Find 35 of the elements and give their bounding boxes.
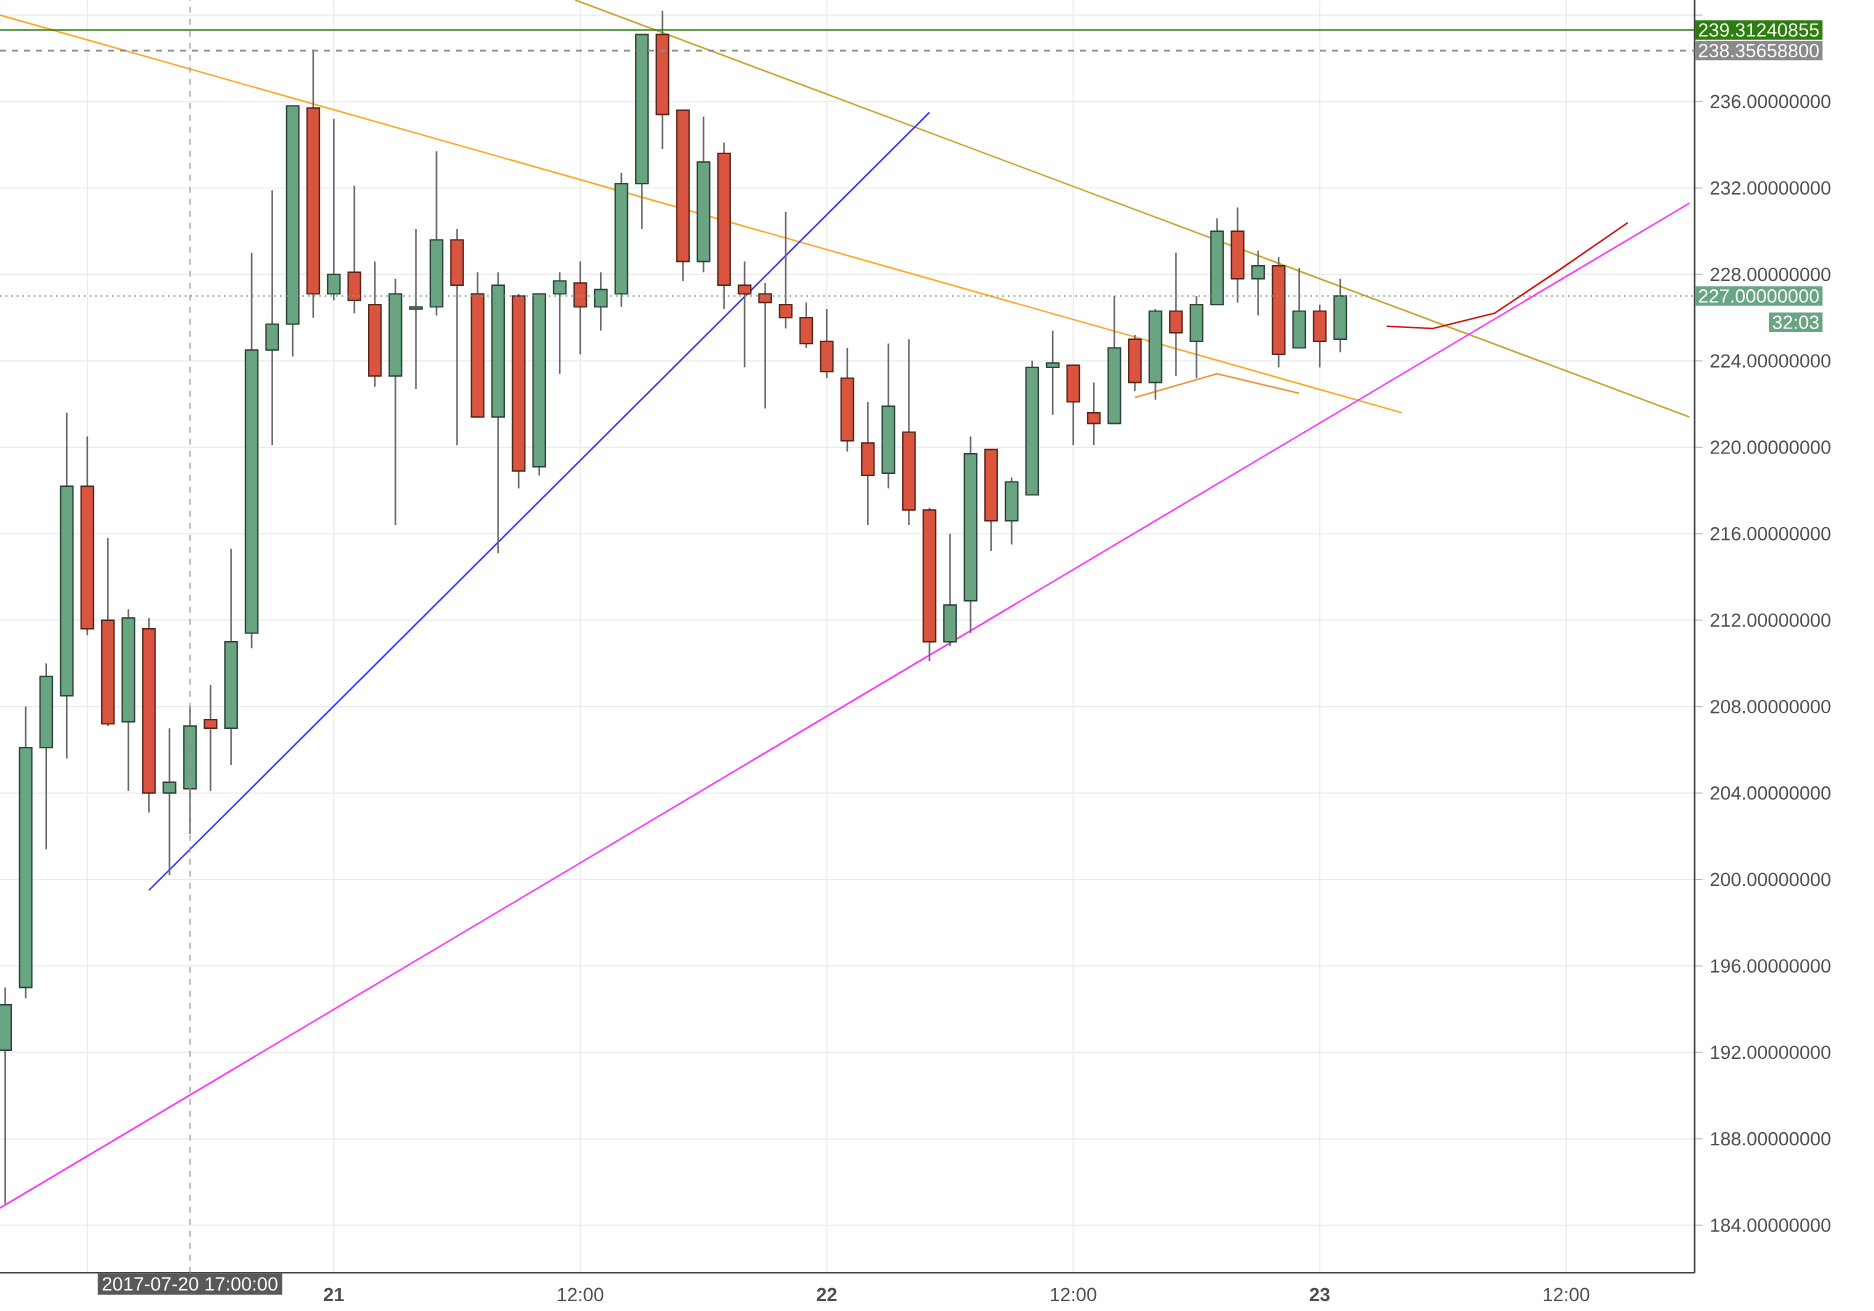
y-tick-label: 192.00000000 — [1711, 1045, 1831, 1060]
candlestick — [1169, 252, 1183, 377]
y-tick-label: 220.00000000 — [1710, 440, 1831, 455]
y-tick-label: 216.00000000 — [1710, 527, 1831, 541]
y-tick-label: 204.00000000 — [1710, 786, 1831, 800]
x-tick-label: 12:00 — [1050, 1287, 1097, 1302]
y-tick-label: 200.00000000 — [1710, 872, 1831, 887]
x-tick-label: 23 — [1309, 1287, 1330, 1302]
ref-line-label: 238.35658800 — [1698, 43, 1819, 58]
candlestick — [573, 260, 588, 356]
candlestick — [758, 282, 772, 410]
line-series — [1385, 221, 1629, 330]
text: 32:03 — [1772, 315, 1819, 330]
y-tick-label: 208.00000000 — [1710, 699, 1831, 714]
candlestick — [778, 210, 793, 330]
y-tick-label: 232.00000000 — [1710, 181, 1831, 195]
ref-line-label: 227.00000000 — [1698, 289, 1819, 303]
x-tick-label: 22 — [816, 1287, 837, 1302]
candlestick — [1086, 381, 1101, 446]
x-tick-label: 21 — [323, 1287, 344, 1302]
y-tick-label: 228.00000000 — [1710, 267, 1831, 282]
y-tick-label: 236.00000000 — [1710, 94, 1831, 109]
y-tick-label: 196.00000000 — [1711, 959, 1831, 973]
y-tick-label: 224.00000000 — [1710, 354, 1831, 368]
x-tick-label: 12:00 — [1543, 1287, 1590, 1302]
y-tick-label: 184.00000000 — [1711, 1218, 1831, 1232]
candlestick — [203, 684, 218, 792]
candlestick — [1045, 329, 1060, 416]
y-tick-label: 188.00000000 — [1711, 1132, 1831, 1146]
candlestick — [737, 260, 752, 369]
ref-line-label: 2017-07-20 17:00:00 — [102, 1277, 278, 1291]
ref-line-label: 239.31240855 — [1698, 23, 1819, 37]
x-tick-label: 12:00 — [557, 1287, 604, 1302]
candlestick — [162, 727, 177, 876]
y-tick-label: 212.00000000 — [1710, 613, 1831, 627]
